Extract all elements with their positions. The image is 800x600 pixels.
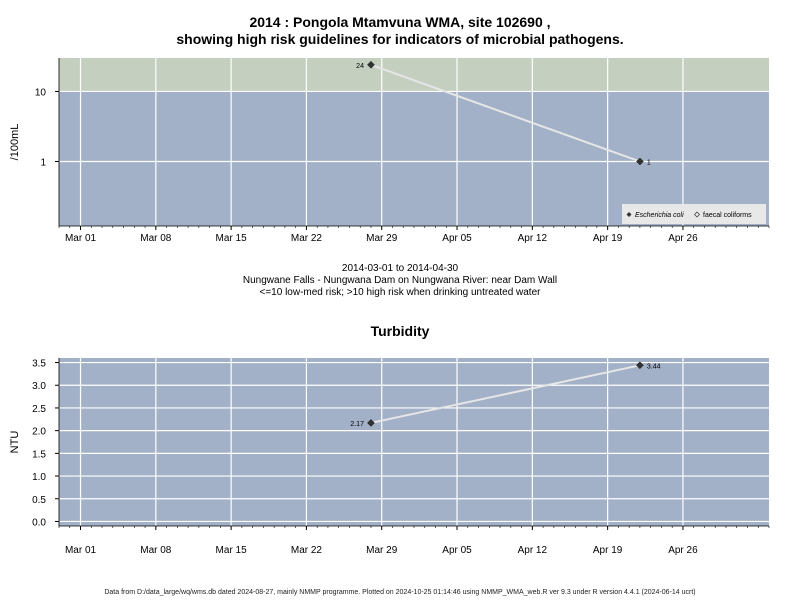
x-tick-label: Mar 08 — [140, 233, 172, 244]
x-tick-label: Mar 22 — [291, 233, 323, 244]
x-tick-label: Apr 12 — [518, 545, 548, 556]
x-tick-label: Mar 01 — [65, 545, 97, 556]
y-tick-label: 1 — [40, 157, 46, 168]
y-tick-label: 3.0 — [32, 381, 46, 392]
legend-label-faecal: faecal coliforms — [703, 212, 752, 219]
plot-panel-2 — [59, 358, 769, 526]
footer-note: Data from D:/data_large/wq/wms.db dated … — [104, 589, 696, 596]
y-tick-label: 0.5 — [32, 495, 46, 506]
x-tick-label: Apr 12 — [518, 233, 548, 244]
date-range-label: 2014-03-01 to 2014-04-30 — [341, 263, 459, 274]
x-tick-label: Apr 19 — [593, 233, 623, 244]
x-tick-label: Apr 26 — [668, 233, 698, 244]
y-tick-label: 0.0 — [32, 517, 46, 528]
x-tick-label: Mar 22 — [291, 545, 323, 556]
y-tick-label: 10 — [35, 87, 47, 98]
x-tick-label: Apr 26 — [668, 545, 698, 556]
site-description: Nungwane Falls - Nungwana Dam on Nungwan… — [242, 275, 558, 286]
x-tick-label: Mar 29 — [366, 545, 398, 556]
x-tick-label: Apr 05 — [442, 233, 472, 244]
data-label: 3.44 — [647, 363, 661, 370]
data-point — [636, 157, 644, 166]
chart-title-line1: 2014 : Pongola Mtamvuna WMA, site 102690… — [249, 14, 551, 30]
data-label: 2.17 — [350, 421, 364, 428]
x-tick-label: Mar 15 — [216, 545, 248, 556]
data-label: 24 — [356, 63, 364, 70]
legend-marker-ecoli — [626, 212, 632, 217]
chart-title-line2: showing high risk guidelines for indicat… — [176, 31, 624, 47]
data-point — [367, 419, 375, 427]
y-tick-label: 2.5 — [32, 404, 46, 415]
x-tick-label: Mar 15 — [216, 233, 248, 244]
series-line — [370, 364, 641, 424]
series-line — [370, 63, 641, 163]
x-tick-label: Apr 05 — [442, 545, 472, 556]
turbidity-title: Turbidity — [370, 323, 430, 339]
legend-label-ecoli: Escherichia coli — [635, 212, 684, 219]
high-risk-band — [59, 58, 769, 92]
x-tick-label: Apr 19 — [593, 545, 623, 556]
legend-box — [622, 204, 766, 224]
data-point — [367, 60, 375, 69]
y-axis-label: /100mL — [9, 124, 21, 161]
y-tick-label: 3.5 — [32, 359, 46, 370]
risk-note: <=10 low-med risk; >10 high risk when dr… — [259, 287, 541, 298]
x-tick-label: Mar 01 — [65, 233, 97, 244]
y-tick-label: 1.0 — [32, 472, 46, 483]
y-tick-label: 1.5 — [32, 449, 46, 460]
data-point — [636, 361, 644, 370]
x-tick-label: Mar 29 — [366, 233, 398, 244]
legend-marker-faecal — [694, 211, 700, 218]
data-label: 1 — [647, 159, 651, 166]
y-tick-label: 2.0 — [32, 427, 46, 438]
y-axis-label: NTU — [9, 431, 21, 454]
x-tick-label: Mar 08 — [140, 545, 172, 556]
